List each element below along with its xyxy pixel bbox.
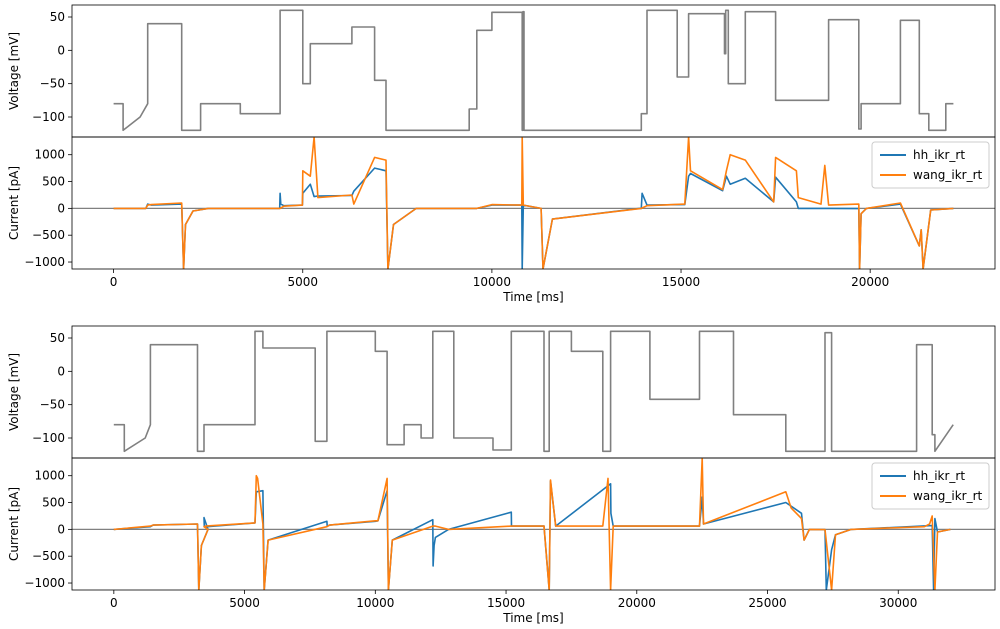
y-tick-label: 0 — [57, 43, 65, 57]
y-tick-label: 500 — [42, 496, 65, 510]
series-line-hh_ikr_rt-1 — [113, 167, 954, 269]
x-tick-label: 10000 — [356, 596, 394, 610]
series-line-wang_ikr_rt-1 — [113, 137, 954, 269]
top-voltage-panel: −100 −50 0 50 Voltage [mV] — [7, 4, 996, 138]
y-tick-label: −500 — [32, 549, 65, 563]
y-tick-label: −100 — [32, 431, 65, 445]
y-tick-label: 0 — [57, 201, 65, 215]
series-line-wang_ikr_rt-3 — [113, 458, 951, 590]
axes-frame — [71, 136, 996, 270]
legend-label: wang_ikr_rt — [913, 168, 983, 182]
axes-frame — [71, 325, 996, 459]
bottom-voltage-panel: −100 −50 0 50 Voltage [mV] — [7, 325, 996, 459]
legend-label: wang_ikr_rt — [913, 489, 983, 503]
y-tick-label: 500 — [42, 175, 65, 189]
legend: hh_ikr_rt wang_ikr_rt — [871, 141, 990, 189]
x-axis-label: Time [ms] — [502, 611, 564, 625]
y-tick-label: 50 — [50, 331, 65, 345]
axes-frame — [71, 4, 996, 138]
y-tick-label: 1000 — [34, 469, 65, 483]
y-tick-label: 1000 — [34, 148, 65, 162]
y-tick-label: 50 — [50, 10, 65, 24]
y-tick-label: 0 — [57, 364, 65, 378]
y-axis-label: Voltage [mV] — [7, 32, 21, 110]
x-tick-label: 5000 — [229, 596, 260, 610]
x-axis-label: Time [ms] — [502, 290, 564, 304]
y-tick-label: −500 — [32, 228, 65, 242]
y-tick-label: −50 — [40, 398, 65, 412]
y-tick-label: 0 — [57, 522, 65, 536]
legend-label: hh_ikr_rt — [913, 148, 965, 162]
y-axis-label: Current [pA] — [7, 487, 21, 561]
x-tick-label: 25000 — [748, 596, 786, 610]
y-tick-label: −1000 — [24, 255, 65, 269]
x-tick-label: 15000 — [662, 275, 700, 289]
y-axis-label: Current [pA] — [7, 166, 21, 240]
y-tick-label: −1000 — [24, 576, 65, 590]
x-tick-label: 15000 — [487, 596, 525, 610]
x-tick-label: 0 — [110, 596, 118, 610]
x-tick-label: 5000 — [287, 275, 318, 289]
y-tick-label: −100 — [32, 110, 65, 124]
x-tick-label: 20000 — [618, 596, 656, 610]
legend-box — [871, 141, 990, 189]
series-line-voltage-0 — [113, 9, 954, 132]
y-axis-label: Voltage [mV] — [7, 353, 21, 431]
x-tick-label: 20000 — [851, 275, 889, 289]
x-tick-label: 10000 — [473, 275, 511, 289]
legend: hh_ikr_rt wang_ikr_rt — [871, 462, 990, 510]
axes-frame — [71, 457, 996, 591]
legend-label: hh_ikr_rt — [913, 469, 965, 483]
x-tick-label: 0 — [110, 275, 118, 289]
x-tick-label: 30000 — [879, 596, 917, 610]
y-tick-label: −50 — [40, 77, 65, 91]
legend-box — [871, 462, 990, 510]
series-line-voltage-2 — [113, 330, 954, 453]
